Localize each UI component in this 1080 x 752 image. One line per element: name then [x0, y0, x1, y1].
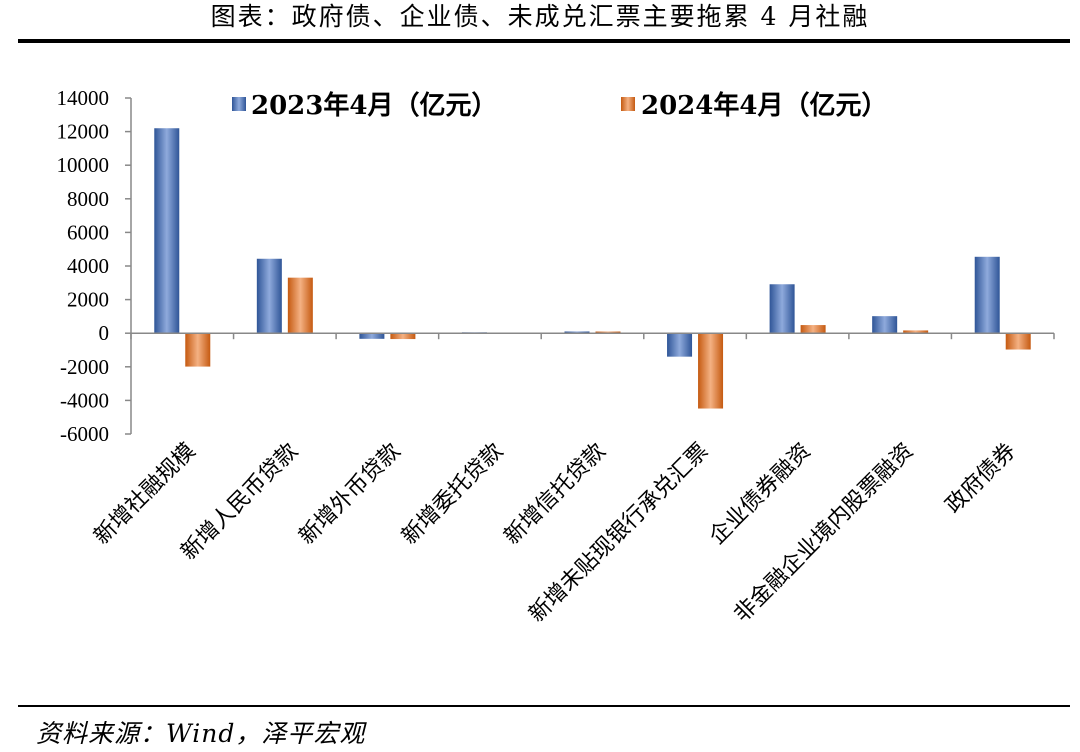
- bar-2024-5: [698, 333, 724, 409]
- x-axis: 新增社融规模新增人民币贷款新增外币贷款新增委托贷款新增信托贷款新增未贴现银行承兑…: [89, 332, 1055, 628]
- y-tick-label: 0: [99, 321, 110, 345]
- bar-2023-8: [974, 256, 1000, 334]
- bar-2023-7: [872, 316, 898, 334]
- y-axis: 14000 12000 10000 8000 6000 4000 2000 0 -2000 -40…: [57, 86, 132, 446]
- y-tick-label: 8000: [67, 187, 109, 211]
- x-tick-label: 新增未贴现银行承兑汇票: [524, 439, 713, 628]
- legend-label-2024: 2024年4月（亿元）: [641, 90, 887, 121]
- bar-2023-6: [769, 284, 795, 334]
- x-tick-label: 政府债券: [941, 439, 1021, 519]
- bar-2024-8: [1005, 333, 1031, 350]
- y-tick-label: 14000: [57, 86, 110, 110]
- legend-label-2023: 2023年4月（亿元）: [251, 90, 497, 121]
- footer-divider: [18, 705, 1070, 707]
- bar-2024-2: [390, 333, 416, 340]
- y-tick-label: 4000: [67, 254, 109, 278]
- y-tick-label: 12000: [57, 120, 110, 144]
- bar-2023-5: [667, 333, 693, 357]
- bar-2023-0: [154, 128, 180, 334]
- bar-2024-1: [287, 277, 313, 334]
- bar-2024-6: [800, 325, 826, 334]
- legend: 2023年4月（亿元） 2024年4月（亿元）: [232, 90, 887, 121]
- x-tick-label: 新增社融规模: [89, 439, 200, 550]
- y-tick-label: -6000: [60, 422, 109, 446]
- y-tick-label: 10000: [57, 153, 110, 177]
- legend-swatch-2024: [621, 97, 635, 111]
- legend-swatch-2023: [232, 97, 246, 111]
- bar-2023-4: [564, 331, 590, 334]
- x-tick-label: 新增委托贷款: [397, 439, 508, 550]
- bar-2024-0: [185, 333, 211, 367]
- bar-chart: 14000 12000 10000 8000 6000 4000 2000 0 -2000 -40…: [57, 86, 1055, 628]
- chart-title: 图表：政府债、企业债、未成兑汇票主要拖累 4 月社融: [210, 2, 870, 31]
- x-tick-label: 非金融企业境内股票融资: [730, 439, 919, 628]
- x-tick-label: 新增信托贷款: [500, 439, 611, 550]
- y-tick-label: -2000: [60, 355, 109, 379]
- x-tick-label: 企业债券融资: [705, 439, 816, 550]
- y-tick-label: 2000: [67, 288, 109, 312]
- bar-2023-1: [256, 258, 282, 334]
- source-note: 资料来源：Wind，泽平宏观: [36, 719, 366, 748]
- bars: [154, 128, 1031, 409]
- title-divider: [18, 39, 1070, 43]
- y-tick-label: -4000: [60, 388, 109, 412]
- bar-2024-7: [903, 330, 929, 334]
- bar-2024-4: [595, 331, 621, 334]
- x-tick-label: 新增外币贷款: [295, 439, 406, 550]
- bar-2023-2: [359, 333, 385, 339]
- y-tick-label: 6000: [67, 220, 109, 244]
